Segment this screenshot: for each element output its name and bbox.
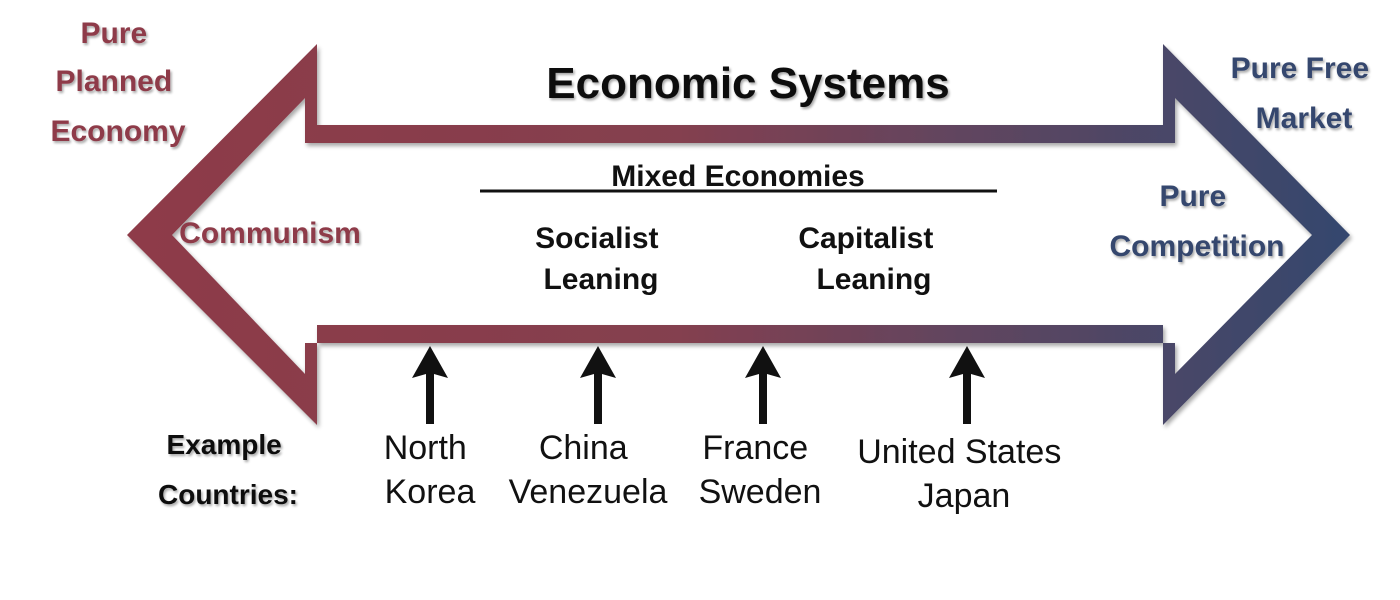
capitalist-leaning-line-2: Leaning — [816, 263, 931, 296]
up-arrow-icon-china — [580, 346, 616, 424]
country-france-line: France — [702, 429, 808, 467]
country-china-venezuela: China Venezuela — [509, 429, 668, 511]
socialist-leaning-line-1: Socialist — [535, 222, 658, 255]
example-countries-line-1: Example — [167, 429, 282, 460]
country-venezuela-line: Venezuela — [509, 473, 668, 511]
pure-planned-economy-label: Pure Planned Economy — [50, 17, 185, 148]
country-north-korea: North Korea — [384, 429, 477, 511]
communism-label: Communism — [179, 217, 361, 250]
up-arrow-icon-north-korea — [412, 346, 448, 424]
country-united-states-line: United States — [857, 433, 1061, 471]
double-arrow-shape — [127, 44, 1350, 425]
capitalist-leaning-line-1: Capitalist — [798, 222, 933, 255]
up-arrow-icon-united-states — [949, 346, 985, 424]
up-arrow-icon-france — [745, 346, 781, 424]
country-united-states-japan: United States Japan — [857, 433, 1071, 515]
example-countries-label: Example Countries: — [158, 429, 298, 510]
pure-planned-economy-line-3: Economy — [50, 115, 185, 148]
country-china-line: China — [539, 429, 628, 467]
pure-free-market-line-1: Pure Free — [1231, 52, 1369, 85]
pure-free-market-label: Pure Free Market — [1231, 52, 1378, 135]
pure-planned-economy-line-2: Planned — [55, 65, 172, 98]
socialist-leaning-line-2: Leaning — [543, 263, 658, 296]
pure-competition-line-1: Pure — [1159, 180, 1226, 213]
country-france-sweden: France Sweden — [699, 429, 822, 511]
socialist-leaning-label: Socialist Leaning — [535, 222, 667, 296]
mixed-economies-heading: Mixed Economies — [611, 160, 864, 193]
pure-competition-label: Pure Competition — [1110, 180, 1285, 263]
country-north-korea-line-2: Korea — [385, 473, 476, 511]
country-sweden-line: Sweden — [699, 473, 822, 511]
country-north-korea-line-1: North — [384, 429, 467, 467]
up-arrows — [412, 346, 985, 424]
pure-competition-line-2: Competition — [1110, 230, 1285, 263]
country-japan-line: Japan — [918, 477, 1011, 515]
pure-planned-economy-line-1: Pure — [80, 17, 147, 50]
diagram-title: Economic Systems — [546, 59, 950, 108]
capitalist-leaning-label: Capitalist Leaning — [798, 222, 941, 296]
pure-free-market-line-2: Market — [1256, 102, 1353, 135]
example-countries-line-2: Countries: — [158, 479, 298, 510]
